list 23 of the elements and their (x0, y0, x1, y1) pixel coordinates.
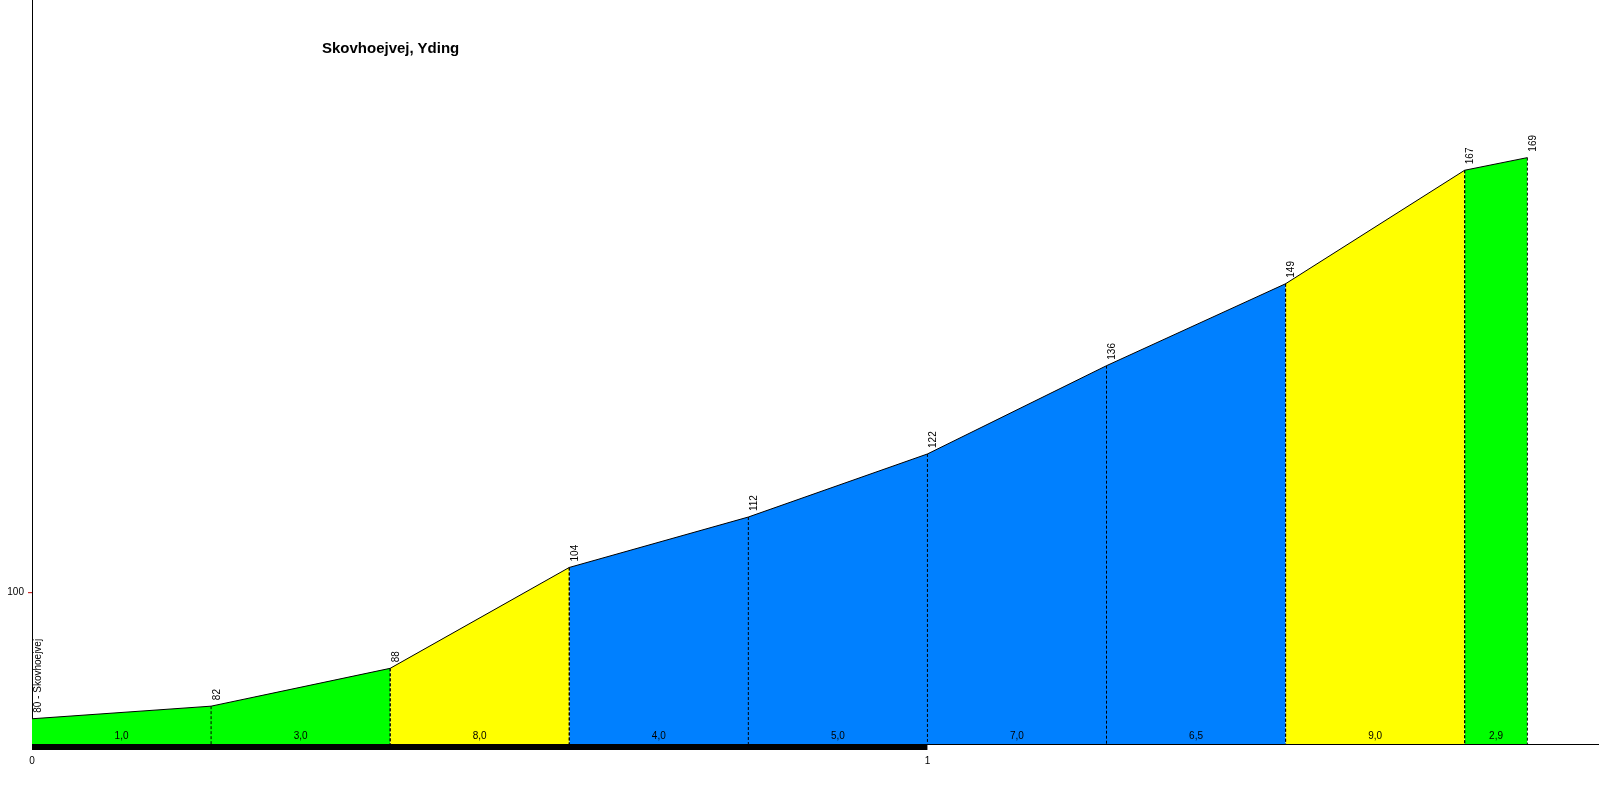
data-label: 80 - Skovhoejvej (31, 638, 43, 713)
data-label: 88 (389, 650, 401, 663)
x-tick-label: 1 (924, 754, 931, 766)
data-label: 122 (927, 430, 939, 448)
data-label: 169 (1527, 134, 1539, 152)
annotation: 8,0 (472, 729, 488, 741)
annotation: 6,5 (1189, 729, 1204, 741)
text: Skovhoejvej, Yding (322, 39, 460, 57)
data-label: 112 (748, 494, 760, 512)
data-label: 104 (569, 544, 581, 562)
annotation: 4,0 (651, 729, 667, 741)
annotation: 9,0 (1368, 729, 1383, 741)
x-tick-label: 0 (29, 754, 36, 766)
annotation: 1,0 (114, 729, 129, 741)
annotation: 2,9 (1489, 729, 1504, 741)
annotation: 3,0 (293, 729, 309, 741)
data-label: 167 (1464, 147, 1476, 165)
data-label: 149 (1285, 260, 1297, 278)
data-label: 82 (210, 688, 222, 701)
text: 100 (7, 586, 25, 598)
annotation: 5,0 (830, 729, 846, 741)
annotation: 7,0 (1010, 729, 1025, 741)
data-label: 136 (1106, 342, 1118, 360)
